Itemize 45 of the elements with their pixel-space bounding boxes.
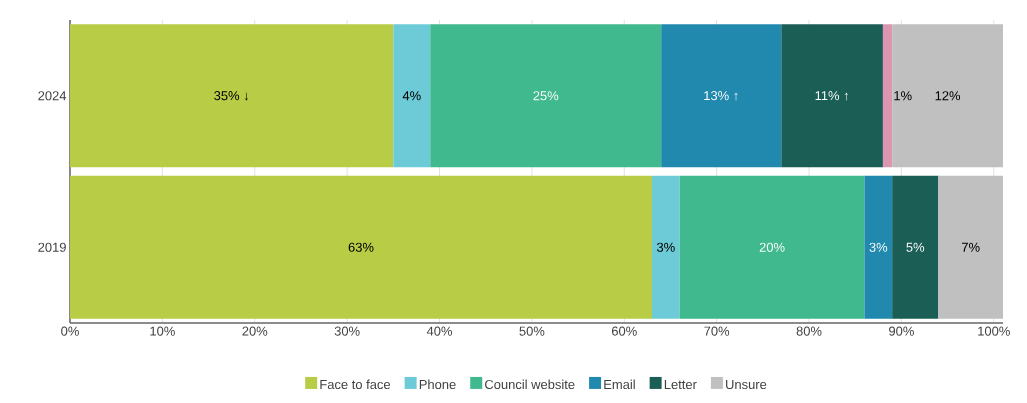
data-label: 63% [348, 242, 374, 252]
data-label: 35% ↓ [214, 91, 248, 101]
data-label: 12% [935, 91, 961, 101]
legend-label: Council website [485, 379, 575, 390]
data-label: 7% [961, 242, 980, 252]
bar [70, 24, 394, 168]
x-tick-label: 30% [334, 326, 360, 336]
bar [393, 24, 431, 168]
x-tick-label: 70% [704, 326, 730, 336]
x-tick-label: 10% [150, 326, 175, 336]
bar [864, 175, 893, 319]
data-label: 25% [533, 91, 559, 101]
x-tick-label: 100% [978, 326, 1010, 336]
legend-label: Letter [664, 380, 697, 390]
bar [938, 175, 1004, 319]
bar [661, 24, 782, 168]
legend-label: Unsure [726, 380, 767, 390]
x-tick-label: 20% [242, 326, 268, 336]
bar [430, 24, 662, 168]
data-label: 4% [402, 91, 421, 101]
x-tick-label: 60% [611, 326, 637, 336]
y-tick-label: 2019 [38, 242, 66, 252]
bar [892, 175, 939, 319]
data-label: 20% [759, 242, 785, 252]
data-label: 5% [906, 242, 925, 252]
legend-label: Phone [419, 379, 456, 390]
x-tick-label: 90% [889, 326, 914, 336]
data-label: 3% [656, 242, 675, 252]
bar [70, 175, 652, 319]
bar [651, 175, 680, 319]
x-tick-label: 0% [61, 326, 79, 336]
data-label: 3% [869, 242, 888, 252]
legend-label: Email [604, 379, 635, 390]
y-tick-label: 2024 [38, 91, 67, 101]
x-tick-label: 80% [796, 326, 822, 336]
data-label: 1% [894, 91, 912, 101]
x-tick-label: 50% [519, 326, 545, 336]
legend-label: Face to face [320, 379, 391, 390]
bar [882, 24, 893, 168]
x-tick-label: 40% [426, 326, 453, 336]
data-label: 13% ↑ [704, 91, 738, 101]
bar [892, 24, 1004, 168]
data-label: 11% ↑ [815, 91, 848, 101]
bar [781, 24, 883, 168]
bar [679, 175, 865, 319]
